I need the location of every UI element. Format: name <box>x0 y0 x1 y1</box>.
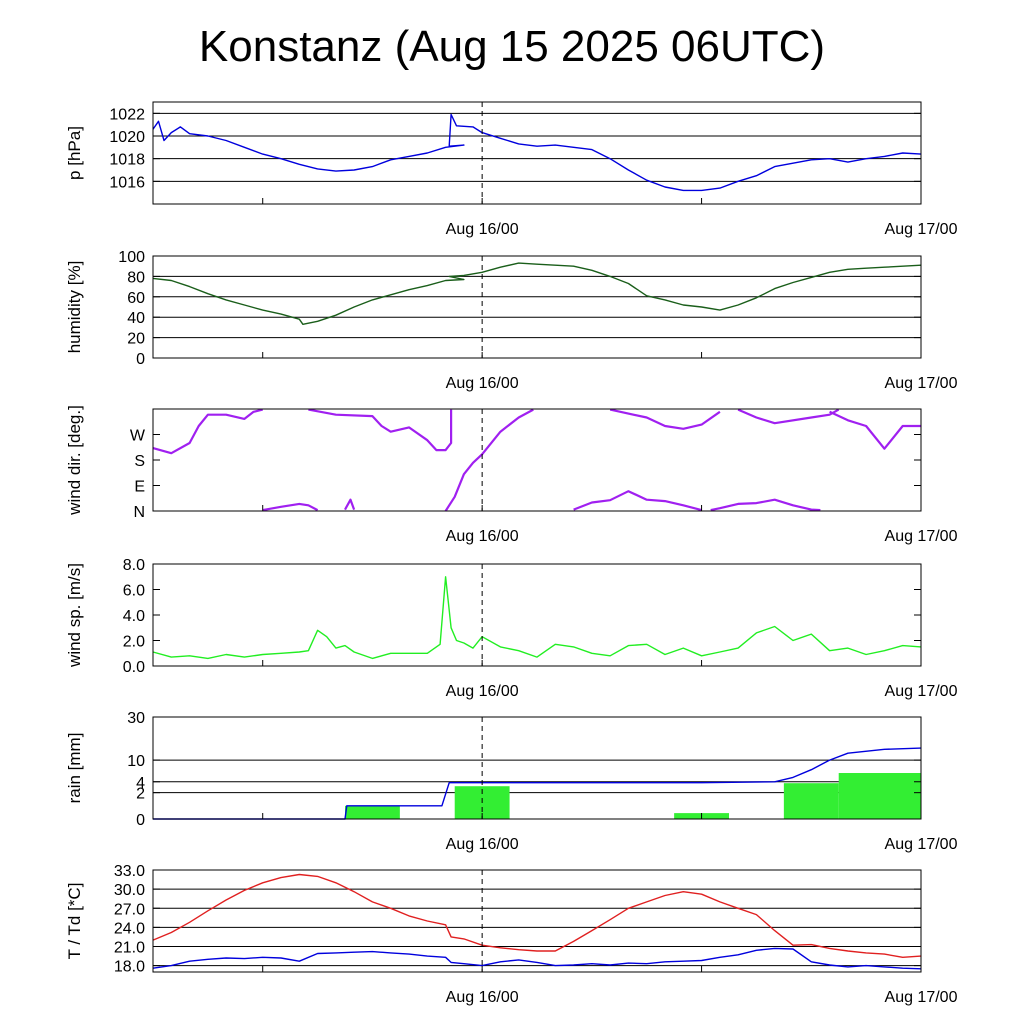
wind_speed-series-line <box>152 576 922 660</box>
wind_speed-ytick-label: 0.0 <box>123 659 145 676</box>
wind_speed-ylabel: wind sp. [m/s] <box>65 563 84 668</box>
wind_direction-series-line <box>444 408 534 512</box>
wind_direction-series-line <box>737 408 840 425</box>
temperature-ytick-label: 18.0 <box>114 959 145 976</box>
wind_speed-xtick-label: Aug 16/00 <box>446 683 519 700</box>
rain-xtick-label: Aug 17/00 <box>885 836 958 853</box>
wind_direction-series-line <box>344 498 356 511</box>
temperature-ylabel: T / Td [*C] <box>65 883 84 960</box>
rain-series-line <box>153 747 922 820</box>
temperature-ytick-label: 24.0 <box>114 920 145 937</box>
temperature-xtick-label: Aug 17/00 <box>885 989 958 1006</box>
wind_direction-ytick-label: W <box>130 428 146 445</box>
humidity-ytick-label: 0 <box>136 351 145 368</box>
temperature-ytick-label: 21.0 <box>114 940 145 957</box>
humidity-ytick-label: 20 <box>127 331 145 348</box>
temperature-ytick-label: 33.0 <box>114 863 145 880</box>
temperature-series-line <box>152 947 922 970</box>
pressure-frame <box>152 101 922 205</box>
wind_direction-series-line <box>308 408 453 452</box>
pressure-ytick-label: 1018 <box>109 152 145 169</box>
wind_direction-ytick-label: E <box>134 479 145 496</box>
chart-title: Konstanz (Aug 15 2025 06UTC) <box>198 22 826 71</box>
rain-ytick-label: 2 <box>136 786 145 803</box>
wind_speed-ytick-label: 2.0 <box>123 634 145 651</box>
wind_direction-ytick-label: S <box>134 453 145 470</box>
pressure-ylabel: p [hPa] <box>65 126 84 180</box>
wind_speed-ytick-label: 6.0 <box>123 583 145 600</box>
humidity-ytick-label: 100 <box>118 249 145 266</box>
wind_direction-series-line <box>262 502 319 512</box>
rain-ylabel: rain [mm] <box>65 733 84 804</box>
humidity-series-line <box>152 262 922 325</box>
wind_direction-frame <box>152 408 922 512</box>
wind_direction-xtick-label: Aug 16/00 <box>446 528 519 545</box>
humidity-xtick-label: Aug 16/00 <box>446 375 519 392</box>
wind_direction-series-line <box>710 498 821 512</box>
rain-xtick-label: Aug 16/00 <box>446 836 519 853</box>
rain-ytick-label: 10 <box>127 753 145 770</box>
pressure-series-line <box>152 113 922 192</box>
pressure-ytick-label: 1020 <box>109 129 145 146</box>
humidity-ytick-label: 60 <box>127 290 145 307</box>
rain-bar <box>783 783 839 819</box>
wind_direction-ylabel: wind dir. [deg.] <box>65 405 84 516</box>
wind_direction-xtick-label: Aug 17/00 <box>885 528 958 545</box>
temperature-ytick-label: 27.0 <box>114 901 145 918</box>
temperature-xtick-label: Aug 16/00 <box>446 989 519 1006</box>
rain-frame <box>152 716 922 820</box>
rain-bar <box>345 805 400 819</box>
rain-ytick-label: 4 <box>136 775 145 792</box>
pressure-xtick-label: Aug 17/00 <box>885 221 958 238</box>
humidity-ylabel: humidity [%] <box>65 261 84 354</box>
humidity-xtick-label: Aug 17/00 <box>885 375 958 392</box>
temperature-ytick-label: 30.0 <box>114 882 145 899</box>
pressure-ytick-label: 1016 <box>109 174 145 191</box>
temperature-frame <box>152 869 922 973</box>
pressure-ytick-label: 1022 <box>109 106 145 123</box>
wind_speed-ytick-label: 4.0 <box>123 608 145 625</box>
humidity-ytick-label: 80 <box>127 269 145 286</box>
wind_speed-frame <box>152 563 922 667</box>
wind_speed-xtick-label: Aug 17/00 <box>885 683 958 700</box>
humidity-ytick-label: 40 <box>127 310 145 327</box>
wind_direction-series-line <box>609 408 721 430</box>
rain-ytick-label: 30 <box>127 710 145 727</box>
wind_direction-series-line <box>573 490 702 512</box>
rain-bar <box>838 773 921 819</box>
temperature-series-line <box>152 873 922 958</box>
humidity-frame <box>152 255 922 359</box>
wind_speed-ytick-label: 8.0 <box>123 557 145 574</box>
wind_direction-series-line <box>829 410 921 450</box>
pressure-xtick-label: Aug 16/00 <box>446 221 519 238</box>
wind_direction-series-line <box>152 408 263 455</box>
rain-ytick-label: 0 <box>136 812 145 829</box>
wind_direction-ytick-label: N <box>133 504 145 521</box>
